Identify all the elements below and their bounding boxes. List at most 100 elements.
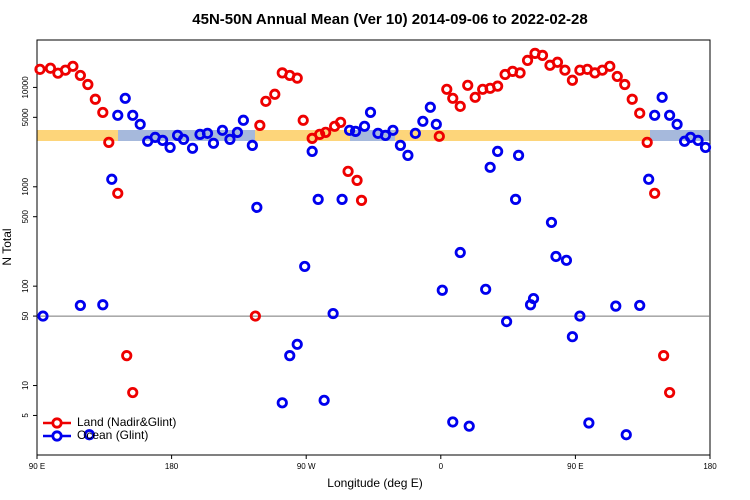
point	[604, 60, 616, 72]
point	[699, 141, 712, 154]
point	[559, 64, 571, 76]
point	[276, 397, 288, 409]
point	[299, 260, 311, 273]
point	[231, 126, 244, 138]
point	[89, 93, 101, 105]
point	[664, 109, 676, 121]
point	[634, 299, 646, 312]
point	[291, 72, 303, 84]
point	[34, 63, 46, 75]
point	[671, 118, 683, 130]
point	[134, 118, 146, 130]
point	[536, 49, 549, 61]
point	[566, 331, 579, 343]
legend-label: Ocean (Glint)	[77, 428, 148, 442]
point	[343, 124, 356, 136]
band-blue	[650, 130, 710, 141]
point	[447, 416, 459, 428]
point	[269, 88, 281, 100]
point	[527, 292, 540, 305]
point	[103, 136, 115, 148]
point	[127, 386, 139, 399]
legend-marker	[51, 430, 63, 442]
point	[314, 128, 326, 140]
point	[566, 74, 579, 86]
point	[251, 201, 263, 213]
point	[480, 283, 492, 295]
y-tick-label: 100	[21, 279, 30, 293]
point	[119, 92, 131, 104]
point	[260, 95, 272, 107]
point	[658, 350, 670, 362]
point	[550, 250, 562, 263]
x-axis-label: Longitude (deg E)	[327, 476, 422, 490]
point	[626, 93, 638, 105]
point	[394, 139, 407, 151]
point	[358, 120, 371, 132]
point	[492, 80, 504, 92]
legend-marker	[51, 417, 63, 429]
point	[254, 119, 266, 131]
point	[656, 91, 668, 103]
point	[514, 67, 526, 79]
point	[551, 56, 564, 68]
y-tick-label: 50	[21, 311, 30, 320]
point	[336, 193, 348, 205]
point	[83, 429, 95, 441]
point	[512, 149, 525, 161]
point	[643, 173, 655, 185]
point	[469, 91, 481, 103]
point	[409, 127, 421, 139]
point	[433, 130, 445, 142]
point	[436, 284, 448, 296]
point	[641, 136, 653, 148]
x-tick-label: 180	[703, 462, 717, 471]
point	[447, 92, 459, 104]
y-tick-label: 5	[21, 413, 30, 418]
point	[249, 310, 261, 322]
point	[545, 216, 558, 229]
point	[364, 106, 377, 118]
point	[74, 69, 86, 82]
band-blue	[350, 130, 395, 141]
y-tick-label: 5000	[21, 108, 30, 126]
point	[82, 78, 94, 91]
chart-title: 45N-50N Annual Mean (Ver 10) 2014-09-06 …	[192, 11, 587, 28]
y-axis-label: N Total	[0, 228, 14, 265]
point	[649, 187, 661, 199]
point	[454, 100, 466, 112]
point	[342, 165, 354, 177]
point	[74, 299, 86, 312]
point	[291, 338, 303, 350]
point	[462, 79, 474, 91]
point	[620, 429, 632, 441]
point	[501, 315, 513, 328]
point	[177, 133, 190, 145]
point	[284, 350, 296, 362]
x-tick-label: 90 E	[29, 462, 45, 471]
y-tick-label: 10000	[21, 76, 30, 99]
point	[318, 394, 330, 406]
x-tick-label: 180	[165, 462, 179, 471]
point	[320, 126, 332, 138]
point	[112, 109, 124, 121]
point	[387, 124, 399, 136]
point	[351, 174, 363, 186]
point	[201, 127, 214, 139]
point	[327, 307, 339, 320]
point	[97, 299, 109, 311]
point	[297, 114, 309, 126]
point	[610, 300, 622, 312]
point	[37, 310, 49, 322]
point	[492, 145, 504, 158]
point	[186, 142, 199, 154]
point	[649, 109, 661, 121]
point	[441, 83, 453, 95]
point	[349, 125, 362, 137]
y-tick-label: 10	[21, 381, 30, 390]
point	[417, 115, 429, 127]
legend-label: Land (Nadir&Glint)	[77, 415, 176, 429]
point	[224, 133, 236, 145]
point	[127, 109, 139, 121]
